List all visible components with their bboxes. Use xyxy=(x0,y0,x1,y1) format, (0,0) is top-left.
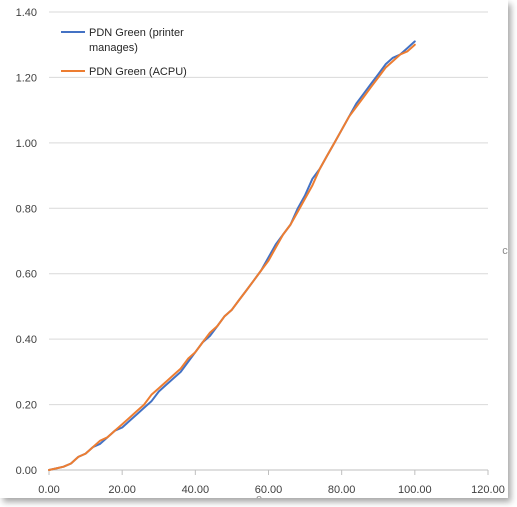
x-tick-label: 100.00 xyxy=(398,484,432,496)
y-tick-label: 0.80 xyxy=(16,203,37,215)
x-tick-label: 120.00 xyxy=(471,484,505,496)
legend: PDN Green (printer manages) PDN Green (ACP… xyxy=(61,27,187,78)
x-tick-label: 60.00 xyxy=(255,484,283,496)
x-tick-label: 40.00 xyxy=(182,484,210,496)
x-axis-ticks: 0.00 20.00 40.00 60.00 80.00 100.00 120.00 xyxy=(38,470,505,496)
y-tick-label: 0.20 xyxy=(16,400,37,412)
legend-label-1: manages) xyxy=(89,42,138,54)
legend-label-1: PDN Green (printer xyxy=(89,27,184,39)
y-tick-label: 0.60 xyxy=(16,269,37,281)
y-tick-label: 1.20 xyxy=(16,72,37,84)
edge-mark-right: c xyxy=(502,245,508,257)
y-tick-label: 0.00 xyxy=(16,465,37,477)
x-tick-label: 80.00 xyxy=(328,484,356,496)
line-chart: 0.00 0.20 0.40 0.60 0.80 1.00 1.20 1.40 0.00 20.… xyxy=(16,7,508,498)
y-tick-label: 1.40 xyxy=(16,7,37,19)
legend-label-2: PDN Green (ACPU) xyxy=(89,66,187,78)
x-tick-label: 20.00 xyxy=(108,484,136,496)
series-lines xyxy=(48,40,416,471)
y-tick-label: 0.40 xyxy=(16,334,37,346)
y-axis-ticks: 0.00 0.20 0.40 0.60 0.80 1.00 1.20 1.40 xyxy=(16,7,37,477)
gridlines xyxy=(49,11,488,406)
series-line-2 xyxy=(48,43,416,471)
x-tick-label: 0.00 xyxy=(38,484,59,496)
y-tick-label: 1.00 xyxy=(16,138,37,150)
edge-mark-bottom: e xyxy=(256,493,262,498)
series-line-1 xyxy=(48,40,416,471)
chart-frame: 0.00 0.20 0.40 0.60 0.80 1.00 1.20 1.40 0.00 20.… xyxy=(15,7,508,498)
